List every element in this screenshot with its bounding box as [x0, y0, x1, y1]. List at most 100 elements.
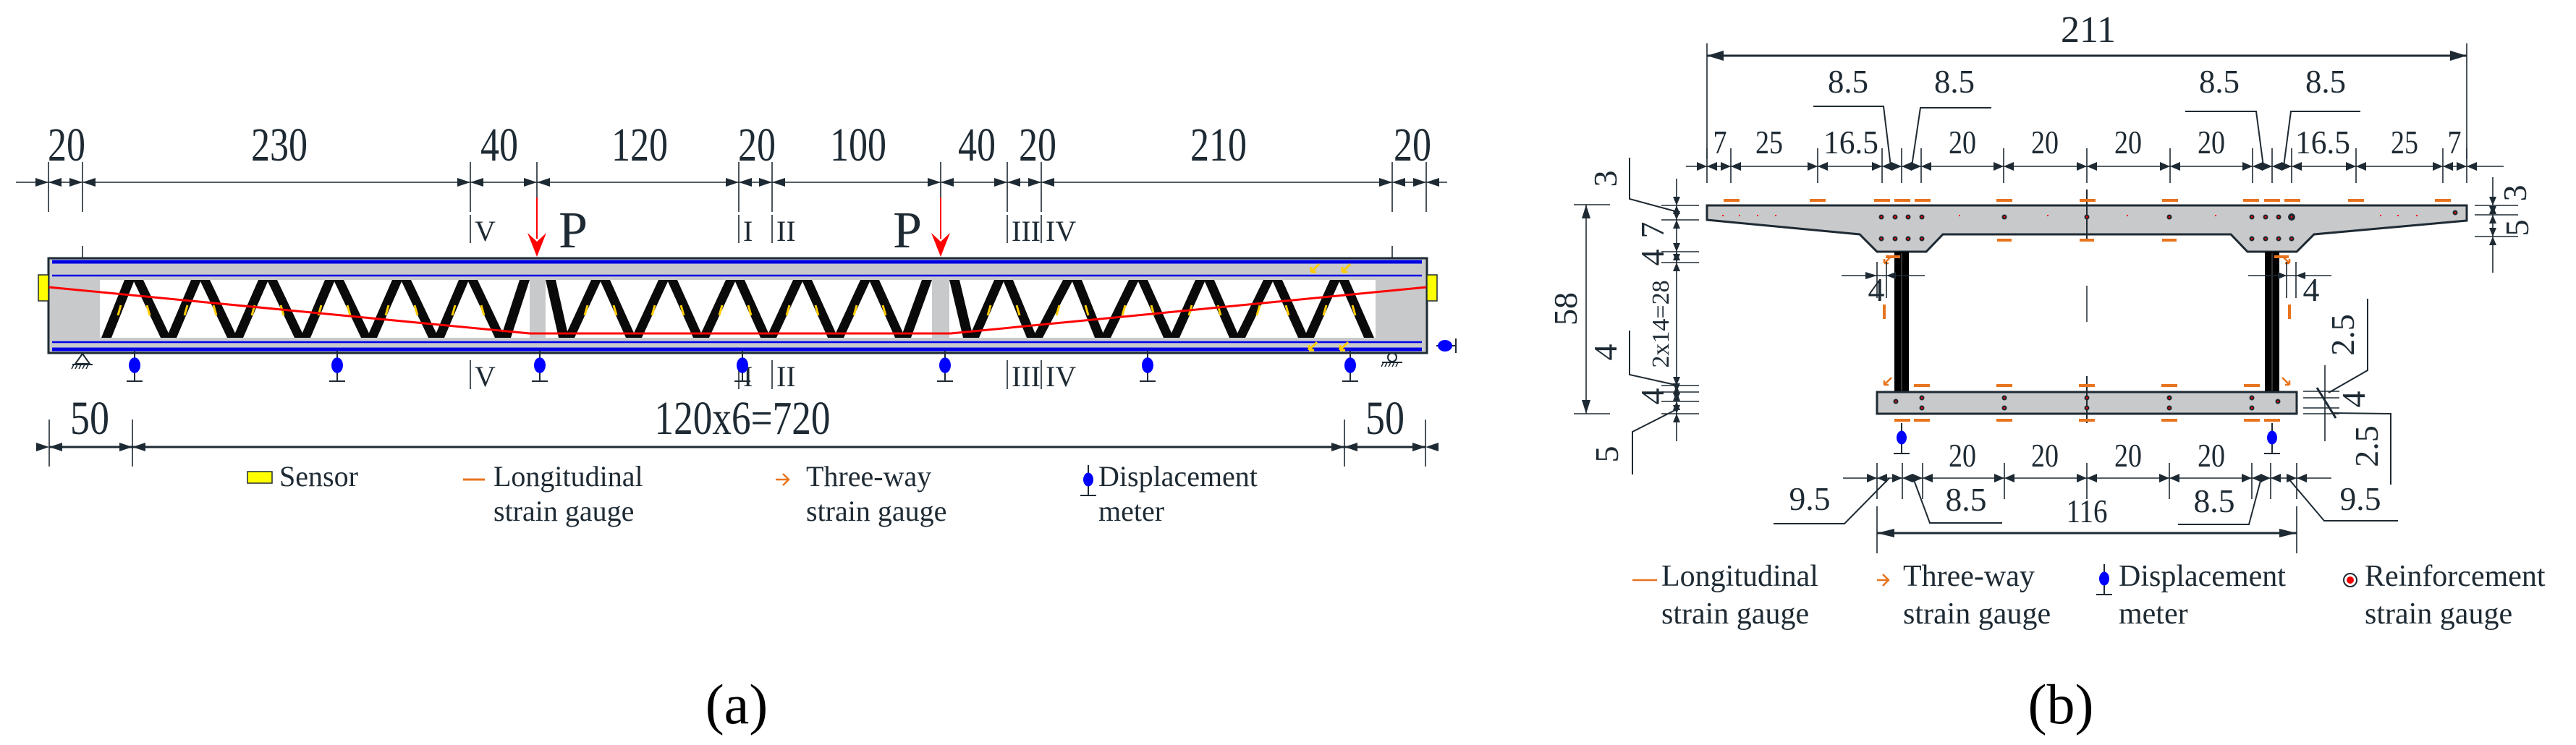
box-cross-section — [1706, 190, 2468, 454]
diagonal-steel-strut — [734, 280, 771, 338]
diagonal-steel-strut — [802, 280, 838, 338]
dimension-label: 16.5 — [2295, 124, 2350, 161]
dimension-label: 20 — [2198, 124, 2225, 161]
dimension-label: 4 — [2303, 271, 2320, 308]
legend-label: strain gauge — [806, 495, 946, 527]
diagonal-steel-strut — [632, 280, 669, 338]
panel-a-beam-elevation: 20 230 40 120 20 100 40 20 210 20 V I II III IVV I II II… — [16, 119, 1457, 736]
dimension-label: 20 — [1949, 437, 1976, 474]
dimension-label: 8.5 — [2194, 482, 2235, 519]
section-marker-label: II — [776, 215, 796, 247]
diagonal-steel-strut — [901, 280, 932, 338]
dimension-label: 7 — [2448, 124, 2462, 161]
legend-label: strain gauge — [1661, 597, 1809, 631]
dimension-label: 9.5 — [1789, 480, 1831, 517]
dimension-label: 120 — [611, 119, 668, 171]
dimension-label: 4 — [1868, 271, 1885, 308]
load-label: P — [559, 201, 588, 259]
strut-strain-gauge — [718, 305, 724, 316]
diagonal-steel-strut — [1072, 280, 1105, 338]
displacement-meter-icon — [1080, 465, 1096, 496]
legend-item: Reinforcement strain gauge — [2343, 560, 2546, 631]
dimension-label: 20 — [48, 119, 85, 171]
legend-label: strain gauge — [493, 495, 634, 527]
dimension-label: 40 — [480, 119, 518, 171]
dimension-label: 20 — [2114, 437, 2142, 474]
dimension-label: 116 — [2067, 493, 2108, 529]
sensor-icon — [247, 471, 273, 484]
dimension-label: 8.5 — [1828, 63, 1868, 100]
strut-strain-gauge — [212, 305, 218, 316]
sensor-icon — [38, 274, 49, 302]
strut-strain-gauge — [451, 305, 457, 316]
diagonal-steel-strut — [1204, 280, 1240, 338]
deflection-curve — [48, 286, 1428, 335]
diagonal-steel-strut — [1235, 280, 1274, 338]
three-way-gauge-icon — [2281, 255, 2291, 265]
strut-strain-gauge — [651, 305, 656, 316]
three-way-gauge-icon — [1339, 341, 1350, 352]
legend-item: Three-way strain gauge — [1877, 560, 2051, 631]
dimension-label: 3 — [2496, 185, 2533, 202]
dimension-label: 20 — [1394, 119, 1431, 171]
dimension-label: 230 — [251, 119, 308, 171]
legend-label: strain gauge — [1903, 597, 2051, 631]
strut-strain-gauge — [785, 305, 791, 316]
diagonal-steel-strut — [467, 280, 505, 338]
dimension-label: 20 — [2114, 124, 2142, 161]
diagonal-steel-strut — [949, 280, 973, 338]
displacement-meter-icon — [1342, 351, 1358, 382]
displacement-meter-icon — [1894, 423, 1910, 454]
dimension-annotations-b: 7 25 16.5 20 20 20 20 16.5 25 78.5 8.5 8.5 8.5583742… — [1547, 63, 2535, 553]
legend-item: Displacement meter — [2096, 560, 2286, 631]
diagonal-steel-strut — [1304, 280, 1340, 338]
section-marker-label: IV — [1046, 215, 1076, 247]
reinforcement-gauge-icon — [2343, 573, 2357, 587]
diagonal-steel-strut — [501, 280, 530, 338]
strut-strain-gauge — [1015, 305, 1021, 316]
diagonal-steel-strut — [334, 280, 371, 338]
dimension-label: 5 — [1588, 446, 1625, 463]
dimension-label: 7 — [1713, 124, 1727, 161]
dimension-label: 50 — [1365, 392, 1404, 445]
strut-strain-gauge — [183, 305, 189, 316]
dimension-label: 8.5 — [1946, 481, 1987, 518]
three-way-gauge-icon — [1310, 263, 1321, 273]
legend-label: Longitudinal — [493, 460, 643, 493]
legend-item: Longitudinal strain gauge — [1632, 560, 1818, 631]
section-marker-label: IV — [1046, 360, 1076, 393]
dimension-label: 20 — [738, 119, 776, 171]
dimension-label: 25 — [1755, 124, 1783, 161]
dimension-label: 2.5 — [2348, 425, 2385, 467]
sensor-icon — [1426, 274, 1438, 302]
strut-strain-gauge — [679, 305, 685, 316]
strut-strain-gauge — [1322, 305, 1328, 316]
roller-support-icon — [1381, 352, 1402, 367]
section-marker-label: III — [1012, 215, 1041, 247]
displacement-meter-icon — [2264, 423, 2280, 454]
strut-strain-gauge — [612, 305, 618, 316]
strut-strain-gauge — [413, 305, 419, 316]
diagonal-steel-strut — [1101, 280, 1139, 338]
caption-b: (b) — [2028, 673, 2094, 736]
three-way-gauge-icon — [1341, 263, 1352, 273]
legend-label: meter — [1098, 495, 1164, 527]
caption-a: (a) — [706, 673, 768, 736]
diagonal-steel-strut — [667, 280, 703, 338]
legend-label: Longitudinal — [1661, 560, 1818, 593]
three-way-gauge-icon — [2281, 377, 2291, 386]
diagonal-steel-strut — [834, 280, 870, 338]
load-arrow-icon — [528, 233, 546, 257]
dimension-label: 210 — [1190, 119, 1247, 171]
horizontal-displacement-meter-icon — [1436, 339, 1457, 353]
section-marker-label: I — [743, 215, 753, 247]
beam-body — [38, 257, 1438, 354]
dimension-label: 20 — [2031, 437, 2059, 474]
dimension-label: 16.5 — [1823, 124, 1878, 161]
legend-item: Sensor — [247, 460, 358, 493]
displacement-meter-icon — [127, 351, 143, 382]
diagonal-steel-strut — [166, 280, 201, 338]
legend-label: Reinforcement — [2365, 560, 2546, 593]
strut-strain-gauge — [116, 305, 122, 316]
